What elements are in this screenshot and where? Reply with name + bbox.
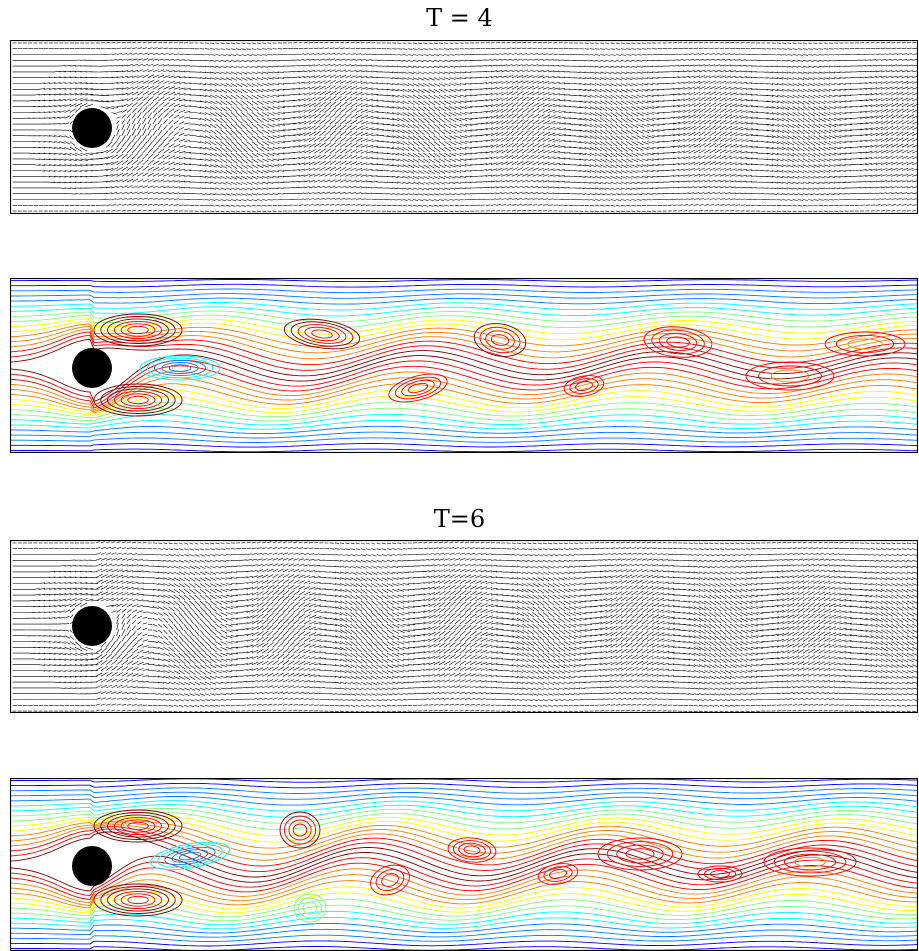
snapshot-title-t6: T=6: [433, 505, 486, 533]
contour-plot-t6: [10, 778, 918, 951]
channel-wall: [10, 40, 918, 214]
cylinder-obstacle: [72, 348, 112, 388]
velocity-field-panel-t4: [10, 40, 918, 214]
contour-plot-t4: [10, 278, 918, 453]
contour-lines: [10, 279, 918, 453]
snapshot-title-t4: T = 4: [426, 4, 493, 32]
cylinder-obstacle: [72, 846, 112, 886]
cylinder-obstacle: [72, 108, 112, 148]
channel-wall: [10, 278, 918, 453]
contour-panel-t4: [10, 278, 918, 453]
velocity-field-plot-t4: [10, 40, 918, 214]
velocity-field-plot-t6: [10, 540, 918, 713]
contour-panel-t6: [10, 778, 918, 951]
channel-wall: [10, 540, 918, 713]
cylinder-obstacle: [72, 606, 112, 646]
velocity-vectors: [12, 41, 918, 213]
vortex-loops: [93, 313, 906, 417]
contour-lines: [10, 778, 918, 951]
velocity-vectors: [12, 541, 918, 713]
velocity-field-panel-t6: [10, 540, 918, 713]
vortex-loops: [93, 809, 857, 923]
